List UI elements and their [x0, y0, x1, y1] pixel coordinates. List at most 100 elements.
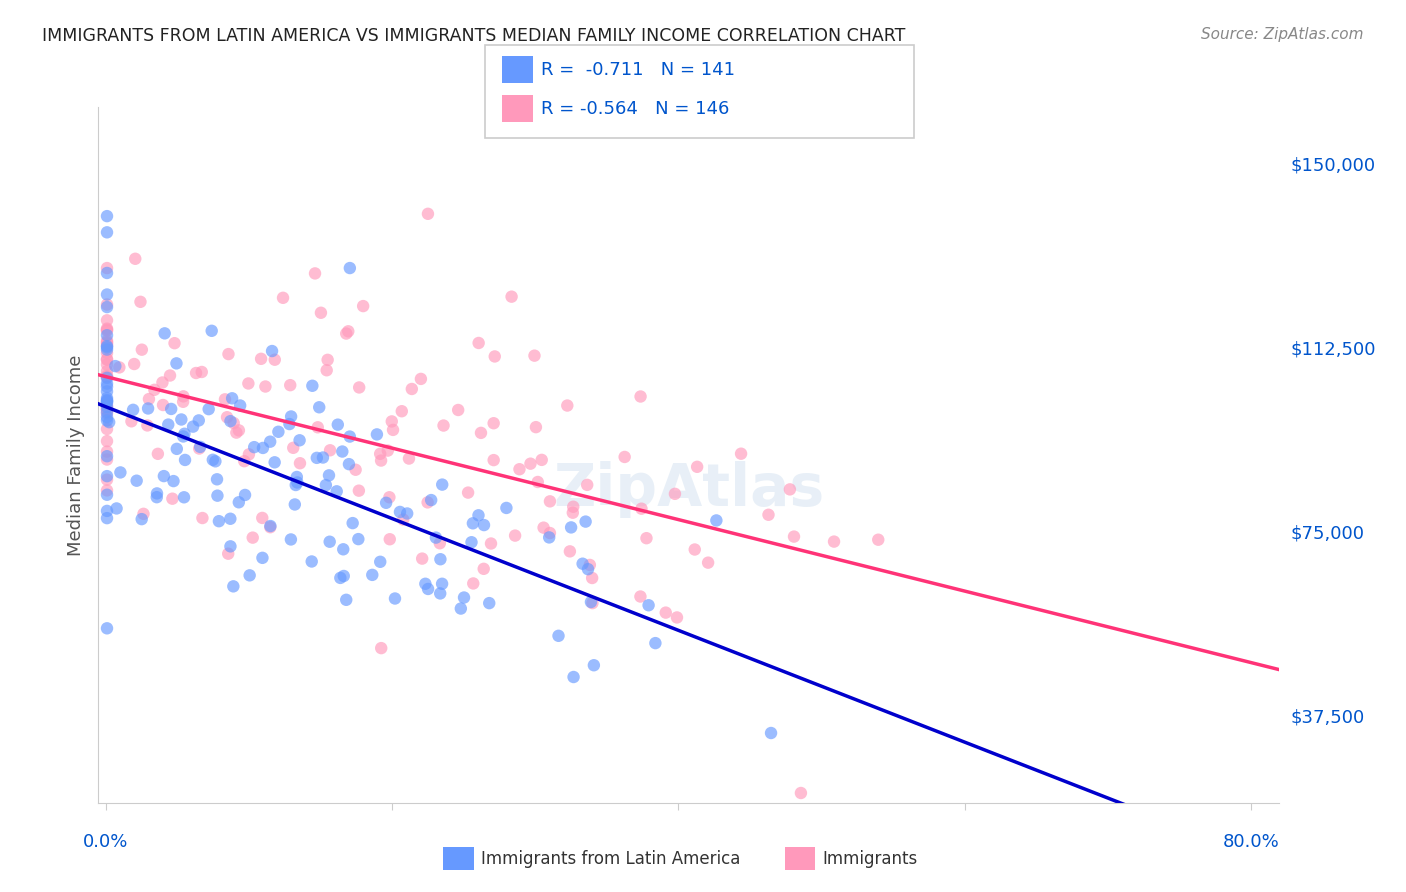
Point [429, 536, 451, 550]
Point [482, 416, 505, 430]
Point [285, 475, 308, 490]
Point [576, 478, 599, 492]
Point [96, 343, 118, 357]
Point [104, 359, 127, 373]
Text: Immigrants from Latin America: Immigrants from Latin America [481, 850, 740, 868]
Point [131, 343, 153, 357]
Point [325, 484, 347, 499]
Point [823, 534, 845, 549]
Point [664, 487, 686, 501]
Point [143, 383, 166, 397]
Point [136, 418, 159, 433]
Point [478, 596, 501, 610]
Point [283, 441, 305, 455]
Point [96, 336, 118, 351]
Point [330, 444, 353, 458]
Point [318, 468, 340, 483]
Point [416, 207, 439, 221]
Point [96, 370, 118, 384]
Point [581, 571, 603, 585]
Point [96, 300, 118, 314]
Point [384, 591, 406, 606]
Point [205, 472, 228, 486]
Text: 80.0%: 80.0% [1222, 833, 1279, 851]
Point [172, 394, 194, 409]
Point [432, 477, 454, 491]
Point [561, 506, 583, 520]
Point [342, 516, 364, 530]
Point [96, 364, 118, 378]
Point [243, 440, 266, 454]
Point [411, 551, 433, 566]
Point [508, 462, 530, 476]
Point [96, 473, 118, 487]
Point [153, 469, 176, 483]
Point [174, 453, 197, 467]
Point [96, 352, 118, 367]
Point [706, 513, 728, 527]
Point [110, 466, 132, 480]
Point [280, 409, 302, 424]
Point [644, 636, 666, 650]
Point [558, 544, 581, 558]
Point [628, 590, 651, 604]
Text: 0.0%: 0.0% [83, 833, 128, 851]
Point [96, 402, 118, 417]
Point [562, 500, 585, 514]
Point [242, 531, 264, 545]
Point [96, 358, 118, 372]
Point [538, 530, 561, 544]
Point [378, 490, 401, 504]
Point [613, 450, 636, 464]
Text: IMMIGRANTS FROM LATIN AMERICA VS IMMIGRANTS MEDIAN FAMILY INCOME CORRELATION CHA: IMMIGRANTS FROM LATIN AMERICA VS IMMIGRA… [42, 27, 905, 45]
Point [173, 490, 195, 504]
Point [120, 414, 142, 428]
Point [146, 447, 169, 461]
Point [96, 395, 118, 409]
Point [228, 423, 250, 437]
Point [308, 401, 330, 415]
Point [191, 511, 214, 525]
Point [263, 352, 285, 367]
Point [96, 328, 118, 343]
Point [344, 463, 367, 477]
Point [138, 392, 160, 406]
Point [467, 336, 489, 351]
Point [579, 558, 602, 572]
Point [309, 306, 332, 320]
Point [96, 483, 118, 498]
Point [304, 267, 326, 281]
Point [347, 483, 370, 498]
Point [96, 394, 118, 409]
Point [447, 403, 470, 417]
Text: $112,500: $112,500 [1291, 341, 1376, 359]
Point [560, 520, 582, 534]
Point [329, 571, 352, 585]
Point [683, 542, 706, 557]
Point [337, 324, 360, 338]
Point [538, 526, 561, 541]
Point [219, 414, 242, 428]
Point [201, 324, 224, 338]
Point [779, 483, 801, 497]
Point [96, 209, 118, 223]
Point [319, 443, 342, 458]
Point [152, 376, 174, 390]
Point [453, 591, 475, 605]
Point [370, 641, 392, 656]
Point [538, 494, 561, 508]
Point [305, 450, 328, 465]
Point [503, 528, 526, 542]
Point [352, 299, 374, 313]
Point [96, 488, 118, 502]
Point [181, 419, 204, 434]
Point [173, 426, 195, 441]
Point [132, 507, 155, 521]
Point [562, 670, 585, 684]
Point [96, 391, 118, 405]
Point [98, 415, 121, 429]
Point [429, 586, 451, 600]
Point [783, 530, 806, 544]
Point [366, 427, 388, 442]
Point [429, 552, 451, 566]
